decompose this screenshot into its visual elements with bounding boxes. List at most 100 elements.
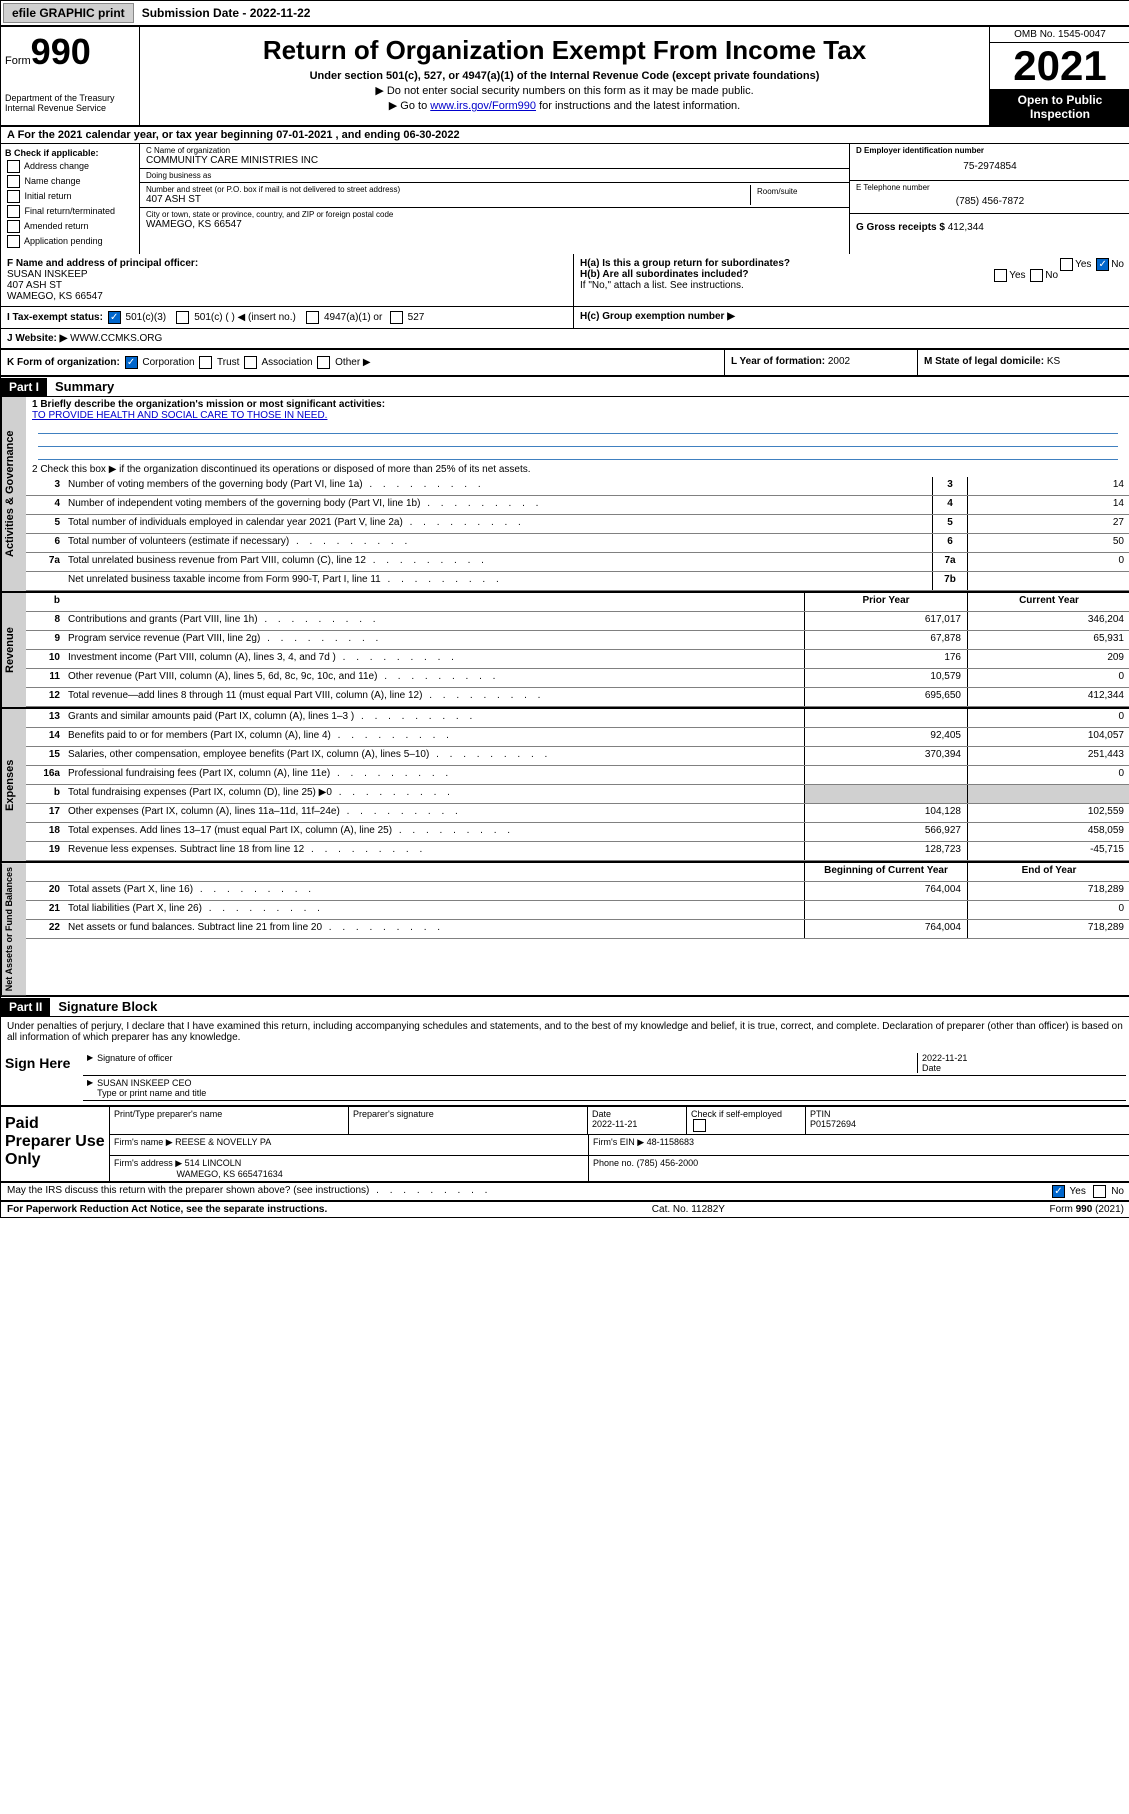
summary-line: 17Other expenses (Part IX, column (A), l…: [26, 804, 1129, 823]
firm-addr-cell: Firm's address ▶ 514 LINCOLN WAMEGO, KS …: [110, 1156, 589, 1181]
chk-amended[interactable]: Amended return: [5, 220, 135, 233]
ptin-cell: PTIN P01572694: [806, 1107, 1129, 1134]
year-formation: 2002: [828, 356, 850, 367]
chk-501c3[interactable]: [108, 311, 121, 324]
hb-yes[interactable]: [994, 269, 1007, 282]
date-label: Date: [922, 1063, 941, 1073]
expenses-section: Expenses 13Grants and similar amounts pa…: [1, 709, 1129, 863]
city-cell: City or town, state or province, country…: [140, 208, 849, 232]
summary-line: 8Contributions and grants (Part VIII, li…: [26, 612, 1129, 631]
firm-ein-cell: Firm's EIN ▶ 48-1158683: [589, 1135, 1129, 1155]
firm-addr1: 514 LINCOLN: [185, 1158, 242, 1168]
firm-name-cell: Firm's name ▶ REESE & NOVELLY PA: [110, 1135, 589, 1155]
org-name: COMMUNITY CARE MINISTRIES INC: [146, 155, 843, 166]
firm-ein-label: Firm's EIN ▶: [593, 1137, 644, 1147]
chk-self-employed[interactable]: [693, 1119, 706, 1132]
line-2: 2 Check this box ▶ if the organization d…: [26, 462, 1129, 477]
f-label: F Name and address of principal officer:: [7, 258, 198, 269]
col-b-title: B Check if applicable:: [5, 148, 135, 158]
form-number: 990: [31, 31, 91, 72]
firm-ein: 48-1158683: [647, 1137, 694, 1147]
dba-cell: Doing business as: [140, 169, 849, 183]
prep-date: 2022-11-21: [592, 1119, 637, 1129]
firm-phone: (785) 456-2000: [637, 1158, 699, 1168]
preparer-row-1: Print/Type preparer's name Preparer's si…: [110, 1107, 1129, 1135]
officer-addr1: 407 ASH ST: [7, 280, 62, 291]
form-number-box: Form990 Department of the Treasury Inter…: [1, 27, 140, 125]
discuss-yes[interactable]: [1052, 1185, 1065, 1198]
hb-label: H(b) Are all subordinates included?: [580, 269, 749, 280]
ptin-label: PTIN: [810, 1109, 831, 1119]
chk-name-change[interactable]: Name change: [5, 175, 135, 188]
summary-line: 4Number of independent voting members of…: [26, 496, 1129, 515]
form-header: Form990 Department of the Treasury Inter…: [1, 27, 1129, 127]
m-label: M State of legal domicile:: [924, 356, 1044, 367]
chk-initial-return[interactable]: Initial return: [5, 190, 135, 203]
submission-date-label: Submission Date - 2022-11-22: [136, 6, 317, 20]
ptin-value: P01572694: [810, 1119, 856, 1129]
hdr-prior-year: Prior Year: [804, 593, 967, 611]
summary-line: 6Total number of volunteers (estimate if…: [26, 534, 1129, 553]
l-section: L Year of formation: 2002: [724, 350, 917, 375]
i-row: I Tax-exempt status: 501(c)(3) 501(c) ( …: [1, 307, 1129, 329]
irs-link[interactable]: www.irs.gov/Form990: [430, 100, 536, 112]
chk-other[interactable]: [317, 356, 330, 369]
chk-assoc[interactable]: [244, 356, 257, 369]
hc-label: H(c) Group exemption number ▶: [580, 311, 735, 322]
chk-address-change[interactable]: Address change: [5, 160, 135, 173]
firm-name: REESE & NOVELLY PA: [175, 1137, 271, 1147]
summary-line: 15Salaries, other compensation, employee…: [26, 747, 1129, 766]
inspection-label: Open to Public Inspection: [990, 89, 1129, 125]
signature-section: Sign Here Signature of officer 2022-11-2…: [1, 1047, 1129, 1107]
summary-line: 11Other revenue (Part VIII, column (A), …: [26, 669, 1129, 688]
ha-no[interactable]: [1096, 258, 1109, 271]
tax-year: 2021: [990, 43, 1129, 89]
address-cell: Number and street (or P.O. box if mail i…: [140, 183, 849, 208]
officer-addr2: WAMEGO, KS 66547: [7, 291, 103, 302]
ha-label: H(a) Is this a group return for subordin…: [580, 258, 790, 269]
revenue-body: b Prior Year Current Year 8Contributions…: [26, 593, 1129, 707]
chk-trust[interactable]: [199, 356, 212, 369]
phone-value: (785) 456-7872: [856, 192, 1124, 211]
exp-lines-container: 13Grants and similar amounts paid (Part …: [26, 709, 1129, 861]
j-label: J Website: ▶: [7, 333, 67, 344]
signature-line[interactable]: Signature of officer 2022-11-21 Date: [83, 1051, 1126, 1076]
part-2-label: Part II: [1, 998, 50, 1016]
efile-print-button[interactable]: efile GRAPHIC print: [3, 3, 134, 23]
mission-text: TO PROVIDE HEALTH AND SOCIAL CARE TO THO…: [32, 410, 327, 421]
chk-final-return[interactable]: Final return/terminated: [5, 205, 135, 218]
chk-corp[interactable]: [125, 356, 138, 369]
firm-addr2: WAMEGO, KS 665471634: [177, 1169, 283, 1179]
hc-row: H(c) Group exemption number ▶: [574, 307, 1129, 328]
gov-lines-container: 3Number of voting members of the governi…: [26, 477, 1129, 591]
top-toolbar: efile GRAPHIC print Submission Date - 20…: [1, 1, 1129, 27]
discuss-no[interactable]: [1093, 1185, 1106, 1198]
chk-527[interactable]: [390, 311, 403, 324]
ha-yes[interactable]: [1060, 258, 1073, 271]
preparer-label: Paid Preparer Use Only: [1, 1107, 110, 1181]
firm-name-label: Firm's name ▶: [114, 1137, 173, 1147]
sign-here-label: Sign Here: [1, 1047, 79, 1105]
hb-no[interactable]: [1030, 269, 1043, 282]
org-name-cell: C Name of organization COMMUNITY CARE MI…: [140, 144, 849, 169]
sig-label: Signature of officer: [97, 1053, 917, 1073]
chk-4947[interactable]: [306, 311, 319, 324]
chk-application-pending[interactable]: Application pending: [5, 235, 135, 248]
city-label: City or town, state or province, country…: [146, 210, 843, 219]
blank: [64, 593, 804, 611]
summary-line: 13Grants and similar amounts paid (Part …: [26, 709, 1129, 728]
paperwork-notice: For Paperwork Reduction Act Notice, see …: [7, 1204, 327, 1215]
preparer-section: Paid Preparer Use Only Print/Type prepar…: [1, 1107, 1129, 1183]
summary-line: 20Total assets (Part X, line 16)764,0047…: [26, 882, 1129, 901]
phone-cell: E Telephone number (785) 456-7872: [850, 181, 1129, 214]
chk-501c[interactable]: [176, 311, 189, 324]
part-1-title: Summary: [47, 377, 122, 396]
tab-expenses: Expenses: [1, 709, 26, 861]
l-label: L Year of formation:: [731, 356, 825, 367]
governance-body: 1 Briefly describe the organization's mi…: [26, 397, 1129, 591]
summary-line: 18Total expenses. Add lines 13–17 (must …: [26, 823, 1129, 842]
addr-label: Number and street (or P.O. box if mail i…: [146, 185, 750, 194]
tab-net-assets: Net Assets or Fund Balances: [1, 863, 26, 995]
state-domicile: KS: [1047, 356, 1060, 367]
discuss-row: May the IRS discuss this return with the…: [1, 1183, 1129, 1202]
